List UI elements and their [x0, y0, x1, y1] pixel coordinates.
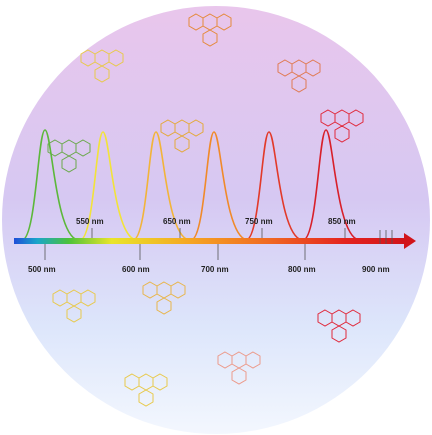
- axis-arrow: [404, 233, 416, 249]
- background-circle: [2, 6, 430, 434]
- axis-label: 900 nm: [362, 265, 390, 274]
- peak: [245, 131, 303, 241]
- axis-bar: [14, 238, 404, 244]
- axis-label: 600 nm: [122, 265, 150, 274]
- axis-label: 550 nm: [76, 217, 104, 226]
- peak: [302, 129, 360, 241]
- axis-label: 800 nm: [288, 265, 316, 274]
- emission-peaks: [21, 129, 360, 241]
- axis-label: 650 nm: [163, 217, 191, 226]
- peak: [21, 129, 79, 241]
- axis-label: 750 nm: [245, 217, 273, 226]
- peak: [132, 131, 190, 241]
- axis-label: 500 nm: [28, 265, 56, 274]
- peak: [190, 131, 248, 241]
- wavelength-axis: 500 nm 600 nm 700 nm 800 nm 900 nm 550 n…: [14, 217, 416, 274]
- peak: [79, 131, 137, 241]
- axis-ticks: [44, 228, 393, 260]
- axis-label: 700 nm: [201, 265, 229, 274]
- axis-label: 850 nm: [328, 217, 356, 226]
